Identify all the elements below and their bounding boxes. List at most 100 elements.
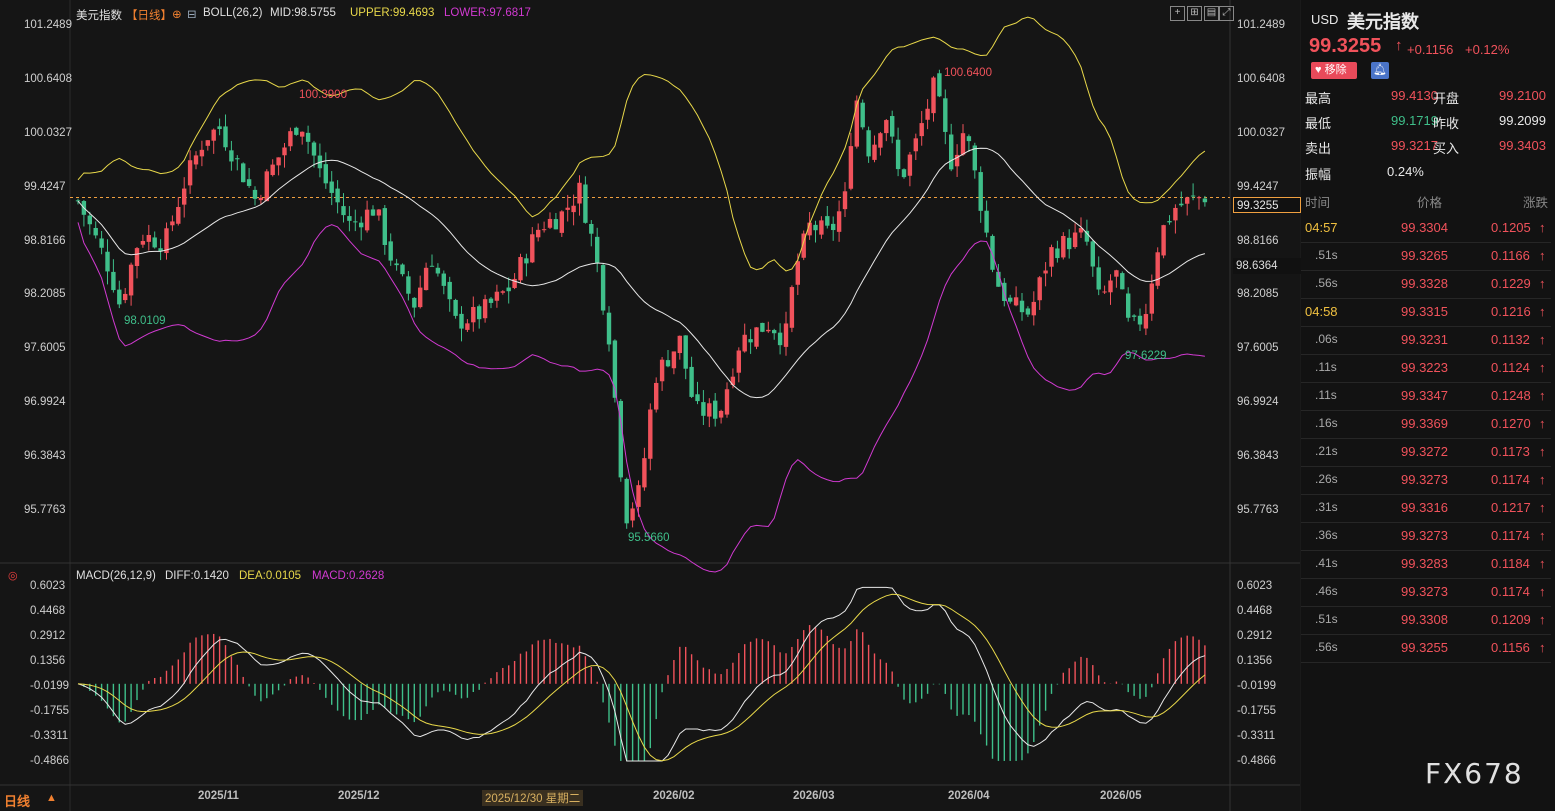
candle-body [695,394,700,402]
settings-icon[interactable]: ▤ [1204,6,1219,21]
up-arrow-icon: ↑ [1539,304,1546,319]
candle-body [895,139,901,170]
macd-settings-icon[interactable]: ◎ [8,570,18,582]
candle-body [305,132,311,142]
candle-body [140,240,146,245]
lock-icon[interactable]: ⊟ [187,9,197,21]
tick-row: .41s 99.3283 0.1184 ↑ [1301,550,1551,579]
tick-price: 99.3304 [1401,220,1448,235]
price-tick-l: 100.6408 [24,72,72,85]
quote-value2: 99.3403 [1499,138,1546,153]
macd-dea-line [77,593,1206,762]
candle-body [618,400,623,478]
price-tick-l: 96.9924 [24,396,66,409]
quote-value: 99.4130 [1391,88,1438,103]
candle-body [1120,273,1125,290]
candle-body [229,150,234,162]
tick-row: .36s 99.3273 0.1174 ↑ [1301,522,1551,551]
watermark: FX678 [1425,757,1524,790]
candle-body [182,188,187,205]
candle-body [1185,197,1190,204]
candle-body [884,120,889,134]
macd-tick-r: -0.1755 [1237,705,1277,717]
tick-time: .11s [1315,360,1337,374]
candle-body [813,224,818,231]
candle-body [960,133,966,155]
candle-body [795,261,800,285]
candle-body [730,376,736,386]
chart-area[interactable]: 美元指数 【日线】 ⊕ ⊟ BOLL(26,2) MID:98.5755 UPP… [0,0,1301,811]
candle-body [860,102,865,128]
remove-label: 移除 [1324,64,1347,76]
candle-body [1096,267,1101,290]
tick-time: .06s [1315,332,1338,346]
candle-body [1196,197,1202,199]
ticks-header: 时间 价格 涨跌 [1301,186,1555,212]
candle-body [311,142,317,156]
candle-body [872,144,877,160]
candle-body [1019,300,1025,313]
candle-body [300,131,305,137]
price-tick-l: 101.2489 [24,19,72,31]
tick-row: .11s 99.3347 0.1248 ↑ [1301,382,1551,411]
candle-body [937,73,942,97]
candlestick-chart[interactable] [0,0,1300,811]
candle-body [152,237,157,248]
up-arrow-icon: ↑ [1539,332,1546,347]
candle-body [718,410,724,418]
candle-body [335,188,340,203]
up-arrow-icon: ↑ [1539,416,1546,431]
tick-row: .46s 99.3273 0.1174 ↑ [1301,578,1551,607]
candle-body [394,263,399,266]
up-arrow-icon: ↑ [1539,360,1546,375]
candle-body [1173,207,1178,221]
candle-body [1031,301,1036,316]
tick-price: 99.3273 [1401,584,1448,599]
candle-body [1179,203,1184,206]
candle-body [477,306,482,320]
macd-tick-l: 0.1356 [30,655,66,667]
bell-icon[interactable]: 🔔︎ [1371,62,1389,79]
candle-body [252,189,258,199]
tick-time: .51s [1315,612,1338,626]
period-label[interactable]: 【日线】 [126,10,172,22]
candle-body [370,209,376,216]
candle-body [990,235,995,270]
candle-body [435,267,441,274]
macd-tick-l: -0.3311 [30,730,69,742]
up-arrow-icon: ↑ [1539,612,1546,627]
tick-row: .51s 99.3308 0.1209 ↑ [1301,606,1551,635]
crosshair-icon[interactable]: + [1170,6,1185,21]
quote-label: 卖出 [1305,141,1332,156]
candle-body [659,359,665,382]
candle-body [819,220,824,235]
period-dropdown-icon[interactable]: ▲ [46,792,57,804]
tick-price: 99.3265 [1401,248,1448,263]
tick-time: 04:57 [1305,220,1338,235]
candle-body [364,209,370,231]
price-tick-r: 98.2085 [1237,288,1279,301]
candle-body [683,335,688,369]
target-icon[interactable]: ⊕ [172,9,182,21]
candle-body [1043,270,1048,274]
fullscreen-icon[interactable]: ⤢ [1219,6,1234,21]
candle-body [1078,228,1084,233]
candle-body [925,108,930,120]
tick-time: .16s [1315,416,1338,430]
candle-body [954,154,960,167]
candle-body [423,267,429,291]
remove-favorite-button[interactable]: ♥ 移除 [1311,62,1357,79]
amplitude-value: 0.24% [1387,164,1424,179]
period-button[interactable]: 日线 [4,794,31,809]
quote-value: 99.1719 [1391,113,1438,128]
quote-label: 最低 [1305,116,1332,131]
candle-body [919,123,924,137]
candle-body [482,299,488,319]
candle-body [825,216,830,226]
candle-body [1149,283,1154,314]
high-annotation-2: 100.6400 [944,67,992,79]
price-tick-r: 99.4247 [1237,180,1279,193]
expand-icon[interactable]: ⊞ [1187,6,1202,21]
candle-body [866,130,871,157]
candle-body [789,287,795,328]
